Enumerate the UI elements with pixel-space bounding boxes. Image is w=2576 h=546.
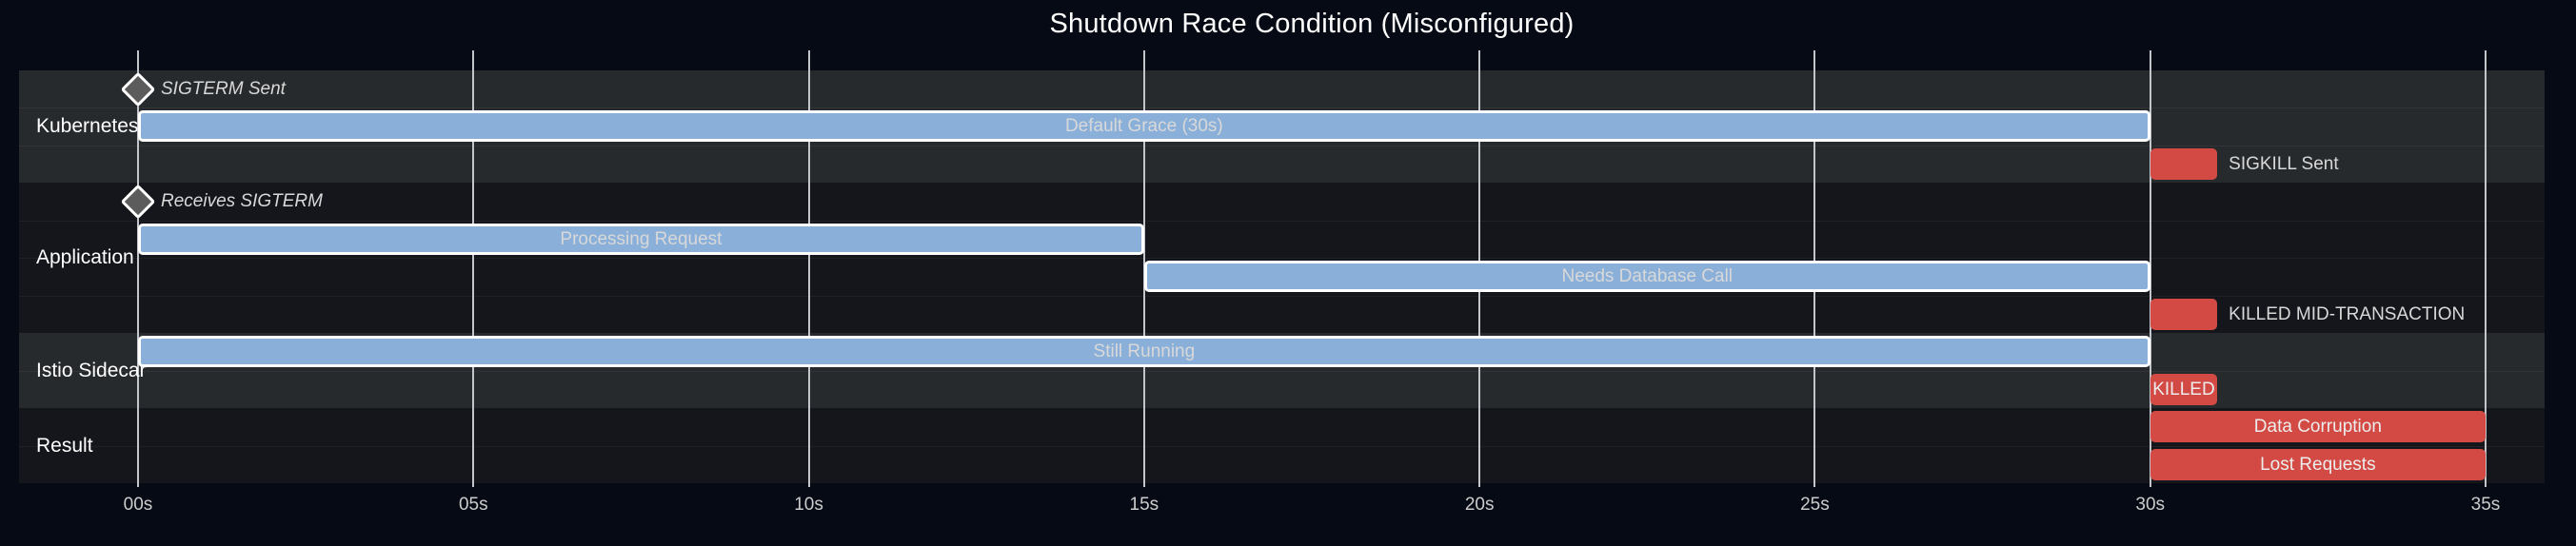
bar-killed: KILLED bbox=[2150, 373, 2218, 405]
bar-needs-database-call: Needs Database Call bbox=[1143, 261, 2150, 293]
row-separator bbox=[19, 220, 2545, 222]
bar-data-corruption: Data Corruption bbox=[2150, 411, 2486, 443]
row-separator bbox=[19, 258, 2545, 260]
bar-label-killed-mid-transaction: KILLED MID-TRANSACTION bbox=[2229, 303, 2466, 324]
grid-line bbox=[137, 50, 139, 487]
bar-default-grace-30s-: Default Grace (30s) bbox=[138, 110, 2150, 143]
axis-tick-label: 05s bbox=[458, 495, 488, 515]
axis-tick-label: 35s bbox=[2470, 495, 2501, 515]
grid-line bbox=[807, 50, 810, 487]
section-band-result bbox=[19, 408, 2545, 483]
milestone-label: Receives SIGTERM bbox=[161, 191, 323, 212]
section-label-result: Result bbox=[36, 434, 93, 457]
bar-still-running: Still Running bbox=[138, 336, 2150, 368]
section-band-application bbox=[19, 183, 2545, 334]
section-label-kubernetes: Kubernetes bbox=[36, 115, 139, 138]
axis-tick-label: 00s bbox=[123, 495, 153, 515]
bar-sigkill-sent bbox=[2150, 147, 2218, 180]
row-separator bbox=[19, 107, 2545, 109]
row-separator bbox=[19, 445, 2545, 447]
axis-tick-label: 20s bbox=[1464, 495, 1495, 515]
bar-lost-requests: Lost Requests bbox=[2150, 448, 2486, 480]
section-label-application: Application bbox=[36, 246, 134, 269]
milestone-label: SIGTERM Sent bbox=[161, 79, 286, 99]
bar-processing-request: Processing Request bbox=[138, 223, 1144, 255]
axis-tick-label: 25s bbox=[1800, 495, 1830, 515]
row-separator bbox=[19, 370, 2545, 372]
grid-line bbox=[472, 50, 475, 487]
bar-killed-mid-transaction bbox=[2150, 298, 2218, 330]
row-separator bbox=[19, 295, 2545, 297]
axis-tick-label: 10s bbox=[794, 495, 823, 515]
chart-title: Shutdown Race Condition (Misconfigured) bbox=[1049, 9, 1575, 39]
section-label-istio-sidecar: Istio Sidecar bbox=[36, 359, 147, 381]
grid-line bbox=[2149, 50, 2151, 487]
grid-line bbox=[2485, 50, 2487, 487]
axis-tick-label: 30s bbox=[2135, 495, 2166, 515]
axis-tick-label: 15s bbox=[1129, 495, 1159, 515]
bar-label-sigkill-sent: SIGKILL Sent bbox=[2229, 153, 2339, 174]
